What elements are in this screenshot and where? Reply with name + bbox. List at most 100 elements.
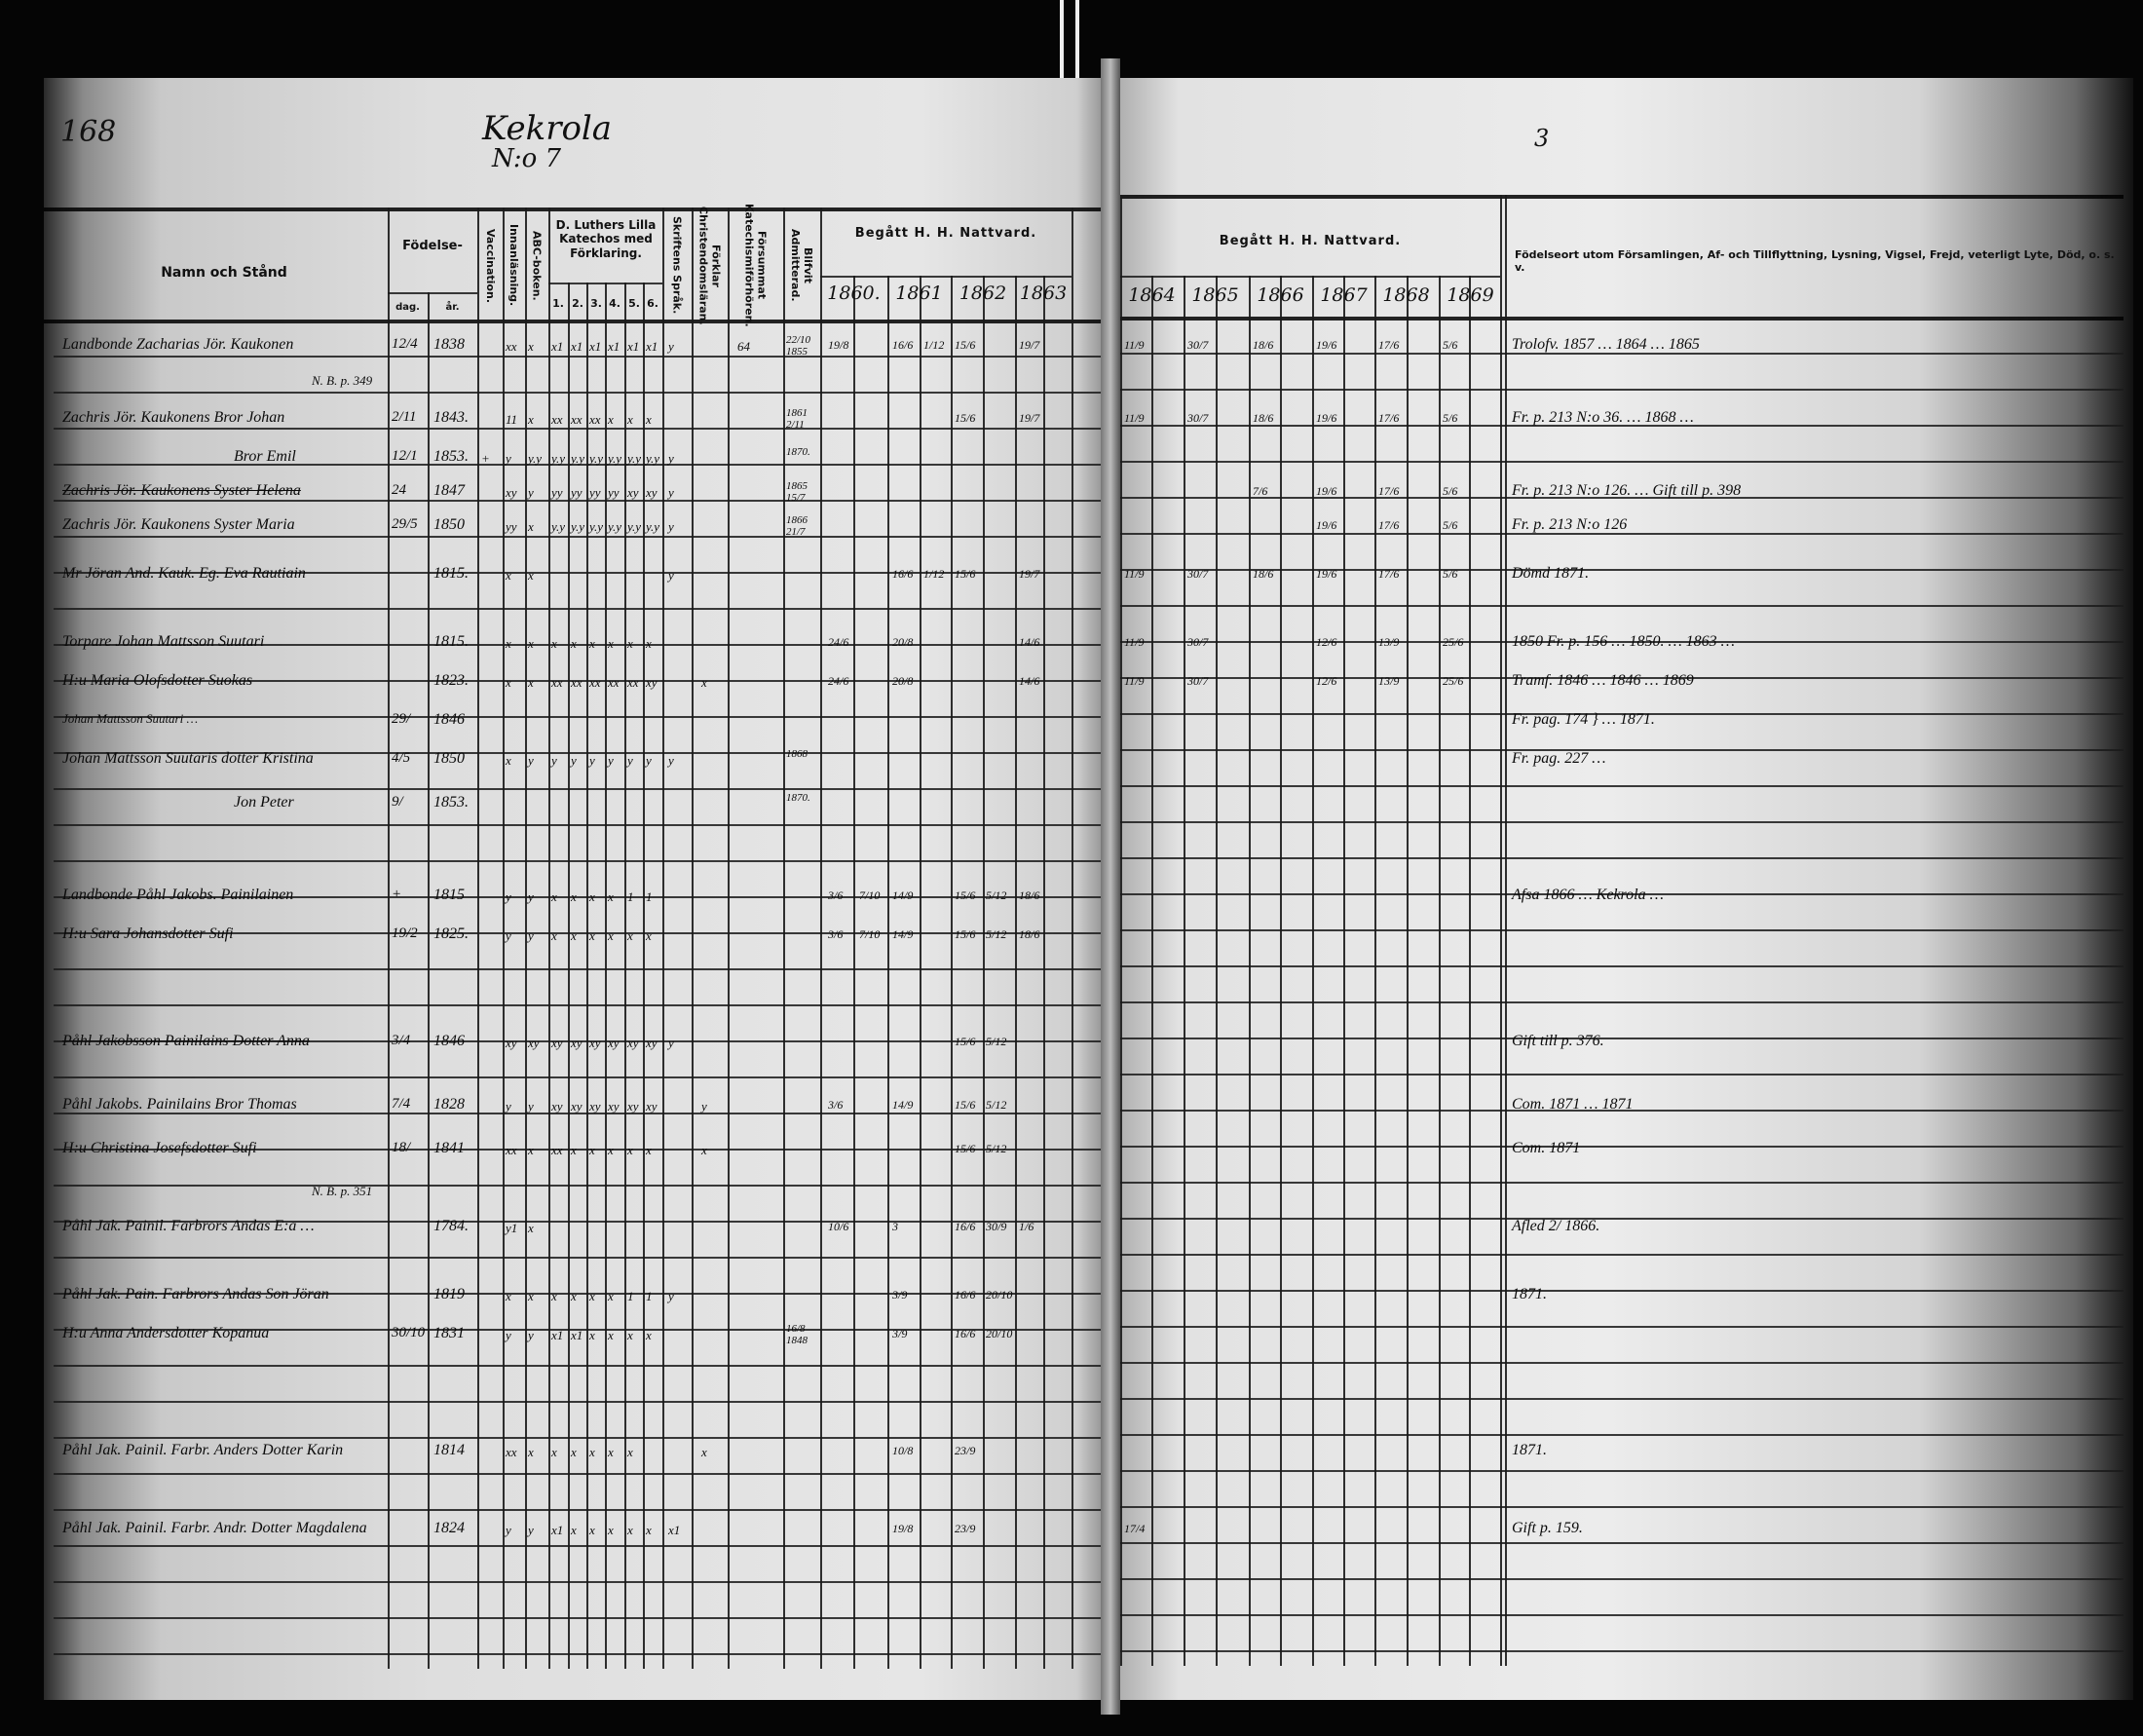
exam-mark: x: [506, 675, 511, 690]
person-name: Påhl Jak. Painil. Farbrors Andas E:a …: [62, 1218, 315, 1234]
left-page: [44, 78, 1101, 1700]
column-line: [920, 276, 921, 1669]
ruled-line: [1120, 1650, 2124, 1652]
communion-date: 7/6: [1253, 484, 1268, 498]
communion-date: 5/12: [986, 1098, 1007, 1112]
exam-mark: x: [589, 928, 595, 943]
exam-mark: xx: [506, 1445, 517, 1459]
remark: Com. 1871: [1512, 1140, 1581, 1156]
ruled-line: [54, 1437, 1101, 1439]
ruled-line: [1120, 1254, 2124, 1256]
header-name: Namn och Stånd: [161, 265, 287, 281]
header-remarks: Födelseort utom Församlingen, Af- och Ti…: [1515, 248, 2115, 275]
communion-date: 18/6: [1019, 927, 1040, 941]
ruled-line: [54, 1401, 1101, 1403]
remark: Fr. p. 213 N:o 126. … Gift till p. 398: [1512, 482, 1742, 499]
communion-date: 19/6: [1316, 411, 1337, 425]
exam-mark: x: [571, 889, 577, 904]
communion-date: 17/6: [1378, 338, 1400, 352]
exam-mark: x: [528, 339, 534, 354]
birth-year: 1847: [433, 482, 465, 499]
ruled-line: [1120, 353, 2124, 355]
ruled-line: [1120, 1470, 2124, 1472]
exam-mark: x: [627, 1143, 633, 1157]
person-name: N. B. p. 349: [312, 373, 373, 388]
communion-date: 17/6: [1378, 411, 1400, 425]
header-luther-part: 6.: [647, 297, 658, 310]
exam-mark: y: [528, 1099, 534, 1113]
exam-mark: xy: [627, 1036, 639, 1050]
birth-day: 19/2: [392, 925, 418, 941]
communion-date: 5/6: [1443, 518, 1458, 532]
exam-mark: xx: [551, 675, 563, 690]
ruled-line: [54, 356, 1101, 358]
person-name: Påhl Jakobsson Painilains Dotter Anna: [62, 1033, 310, 1049]
years-rule: [820, 276, 1072, 278]
exam-mark: y: [528, 753, 534, 768]
ruled-line: [1120, 1578, 2124, 1580]
communion-date: 30/7: [1187, 411, 1209, 425]
exam-mark: x: [646, 928, 652, 943]
exam-mark: +: [481, 451, 490, 466]
exam-mark: x1: [646, 339, 658, 354]
ruled-line: [54, 1581, 1101, 1583]
binding-mark: [1060, 0, 1064, 97]
exam-mark: y: [528, 1328, 534, 1342]
person-name: Påhl Jak. Painil. Farbr. Anders Dotter K…: [62, 1442, 344, 1458]
exam-mark: 1: [646, 1289, 653, 1303]
person-name: N. B. p. 351: [312, 1184, 373, 1198]
header-vaccination: Vaccination.: [484, 228, 498, 303]
communion-date: 19/6: [1316, 338, 1337, 352]
header-communion-left: Begått H. H. Nattvard.: [854, 226, 1037, 241]
admitted-date: 1865 15/7: [786, 480, 808, 504]
exam-mark: x: [528, 1143, 534, 1157]
birth-year: 1846: [433, 711, 465, 728]
communion-date: 11/9: [1124, 338, 1145, 352]
communion-date: 20/8: [892, 674, 914, 688]
person-name: Johan Mattsson Suutari …: [62, 711, 199, 726]
communion-date: 10/6: [828, 1220, 849, 1233]
exam-mark: x: [571, 1445, 577, 1459]
communion-date: 15/6: [955, 1035, 976, 1048]
exam-mark: x: [627, 1523, 633, 1537]
exam-mark: x: [528, 568, 534, 583]
exam-mark: x: [571, 1143, 577, 1157]
birth-year: 1853.: [433, 794, 469, 811]
exam-mark: y.y: [571, 519, 585, 534]
header-birth: Födelse-: [402, 239, 463, 253]
exam-mark: x: [571, 1289, 577, 1303]
exam-mark: y.y: [627, 519, 642, 534]
exam-mark: xy: [589, 1099, 601, 1113]
header-bottom-rule: [1120, 317, 2124, 321]
communion-date: 11/9: [1124, 674, 1145, 688]
column-line: [1374, 276, 1376, 1666]
column-line: [820, 208, 822, 1669]
communion-date: 16/6: [955, 1220, 976, 1233]
year-header: 1864: [1128, 284, 1176, 306]
communion-date: 19/8: [828, 338, 849, 352]
ruled-line: [54, 824, 1101, 826]
ruled-line: [54, 1653, 1101, 1655]
ruled-line: [54, 932, 1101, 934]
exam-mark: xy: [528, 1036, 540, 1050]
communion-date: 16/6: [955, 1327, 976, 1340]
ruled-line: [1120, 1326, 2124, 1328]
ruled-line: [1120, 425, 2124, 427]
exam-mark: y: [528, 928, 534, 943]
column-line: [853, 276, 855, 1669]
communion-date: 1/6: [1019, 1220, 1034, 1233]
column-line: [1439, 276, 1441, 1666]
exam-mark: x1: [627, 339, 640, 354]
birth-day: 2/11: [392, 409, 417, 425]
column-line: [388, 208, 390, 1669]
exam-mark: x: [646, 1328, 652, 1342]
birth-year: 1843.: [433, 409, 469, 426]
ruled-line: [54, 788, 1101, 790]
birth-day: +: [392, 887, 402, 902]
column-line: [568, 283, 570, 1669]
exam-mark: y.y: [608, 519, 622, 534]
remark: Afsa 1866 … Kekrola …: [1512, 887, 1664, 903]
exam-mark: x: [627, 636, 633, 651]
remark: Fr. pag. 227 …: [1512, 750, 1606, 767]
scripture-mark: y: [668, 451, 674, 466]
